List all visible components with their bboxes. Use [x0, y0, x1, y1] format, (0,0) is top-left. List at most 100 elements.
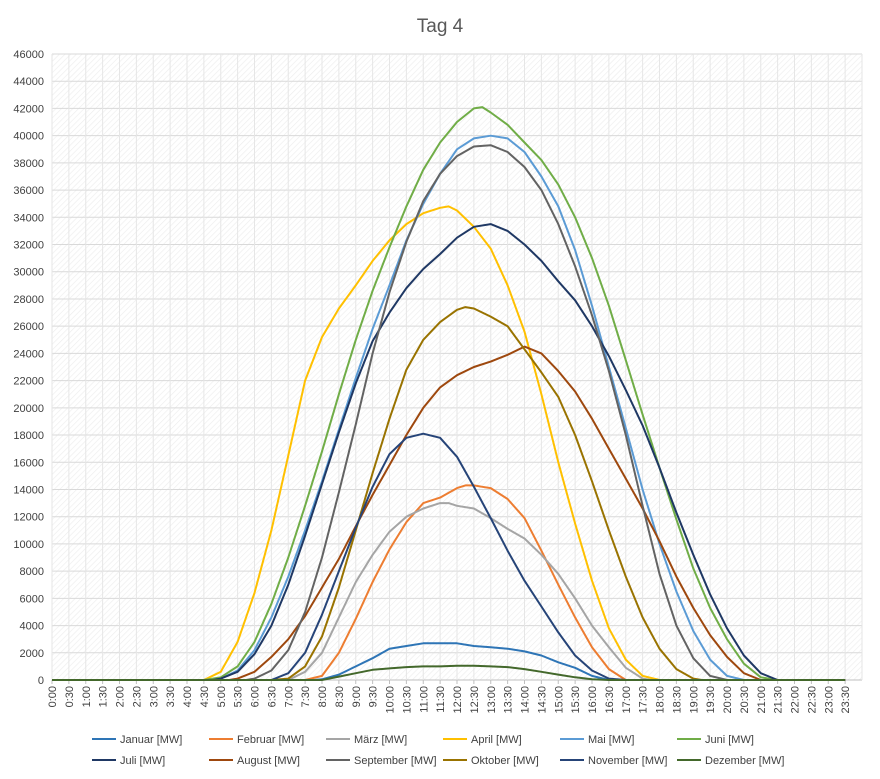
x-tick-label: 9:30	[368, 686, 380, 707]
y-tick-label: 14000	[13, 484, 44, 496]
series-line-9	[52, 306, 846, 681]
legend-label: Dezember [MW]	[705, 755, 784, 767]
chart-title: Tag 4	[417, 16, 464, 37]
y-tick-label: 20000	[13, 403, 44, 415]
x-tick-label: 14:00	[520, 686, 532, 714]
y-tick-label: 34000	[13, 212, 44, 224]
gridlines	[51, 53, 863, 681]
series-line-3	[52, 205, 846, 681]
y-tick-label: 24000	[13, 348, 44, 360]
x-tick-label: 7:00	[283, 686, 295, 707]
legend-label: April [MW]	[471, 734, 522, 746]
y-tick-label: 46000	[13, 49, 44, 61]
x-tick-label: 1:00	[81, 686, 93, 707]
legend-label: März [MW]	[354, 734, 407, 746]
x-tick-label: 2:30	[131, 686, 143, 707]
x-tick-label: 11:30	[435, 686, 447, 713]
x-tick-label: 16:30	[604, 686, 616, 714]
x-tick-label: 23:00	[823, 686, 835, 714]
x-tick-label: 20:00	[722, 686, 734, 714]
x-tick-label: 3:30	[165, 686, 177, 707]
x-tick-label: 22:30	[806, 686, 818, 714]
legend: Januar [MW] Februar [MW] März [MW] April [M…	[92, 734, 784, 767]
x-tick-label: 23:30	[840, 686, 852, 714]
x-tick-label: 15:00	[553, 686, 565, 714]
x-tick-label: 22:00	[790, 686, 802, 714]
x-tick-label: 6:30	[266, 686, 278, 707]
series-line-1	[52, 484, 846, 681]
y-tick-label: 40000	[13, 131, 44, 143]
legend-label: September [MW]	[354, 755, 437, 767]
x-tick-label: 19:00	[688, 686, 700, 714]
x-tick-label: 12:30	[469, 686, 481, 714]
y-tick-label: 42000	[13, 103, 44, 115]
y-tick-label: 26000	[13, 321, 44, 333]
y-tick-label: 8000	[20, 566, 44, 578]
x-tick-label: 7:30	[300, 686, 312, 707]
y-tick-label: 18000	[13, 430, 44, 442]
x-tick-label: 0:30	[64, 686, 76, 707]
x-tick-label: 3:00	[148, 686, 160, 707]
x-tick-label: 11:00	[418, 686, 430, 713]
y-tick-label: 32000	[13, 240, 44, 252]
x-tick-label: 21:30	[773, 686, 785, 714]
y-tick-label: 44000	[13, 76, 44, 88]
y-tick-label: 16000	[13, 457, 44, 469]
series-line-5	[52, 106, 846, 681]
x-tick-label: 21:00	[756, 686, 768, 714]
x-tick-label: 19:30	[705, 686, 717, 714]
y-tick-label: 12000	[13, 512, 44, 524]
x-tick-label: 0:00	[47, 686, 59, 707]
x-tick-label: 15:30	[570, 686, 582, 714]
x-tick-label: 5:30	[233, 686, 245, 707]
x-tick-label: 13:30	[503, 686, 515, 714]
legend-label: Mai [MW]	[588, 734, 634, 746]
x-tick-label: 13:00	[486, 686, 498, 714]
series-lines	[52, 106, 846, 681]
x-tick-label: 6:00	[250, 686, 262, 707]
series-line-11	[52, 664, 846, 681]
x-tick-label: 12:00	[452, 686, 464, 714]
legend-label: Juli [MW]	[120, 755, 165, 767]
x-tick-label: 10:00	[385, 686, 397, 714]
y-tick-label: 10000	[13, 539, 44, 551]
y-tick-label: 6000	[20, 593, 44, 605]
legend-label: November [MW]	[588, 755, 667, 767]
legend-label: Juni [MW]	[705, 734, 754, 746]
y-tick-label: 36000	[13, 185, 44, 197]
y-tick-label: 30000	[13, 267, 44, 279]
x-tick-label: 14:30	[536, 686, 548, 714]
series-line-0	[52, 642, 846, 681]
x-tick-label: 10:30	[401, 686, 413, 714]
x-tick-label: 1:30	[98, 686, 110, 707]
x-tick-label: 17:00	[621, 686, 633, 714]
legend-label: Januar [MW]	[120, 734, 182, 746]
y-tick-label: 38000	[13, 158, 44, 170]
series-line-6	[52, 223, 846, 681]
x-tick-label: 9:00	[351, 686, 363, 707]
x-tick-label: 5:00	[216, 686, 228, 707]
series-line-8	[52, 144, 846, 681]
legend-label: Februar [MW]	[237, 734, 304, 746]
x-tick-label: 20:30	[739, 686, 751, 714]
x-tick-label: 18:00	[655, 686, 667, 714]
legend-label: Oktober [MW]	[471, 755, 539, 767]
x-tick-label: 8:30	[334, 686, 346, 707]
series-line-10	[52, 432, 846, 681]
legend-label: August [MW]	[237, 755, 300, 767]
x-tick-label: 8:00	[317, 686, 329, 707]
x-tick-label: 4:30	[199, 686, 211, 707]
axes: 0 2000 4000 6000 8000 10000 12000 14000 16000 180…	[13, 49, 852, 714]
y-tick-label: 28000	[13, 294, 44, 306]
series-line-2	[52, 502, 846, 681]
y-tick-label: 22000	[13, 376, 44, 388]
x-tick-label: 16:00	[587, 686, 599, 714]
y-tick-label: 0	[38, 675, 44, 687]
x-tick-label: 2:00	[115, 686, 127, 707]
y-tick-label: 4000	[20, 621, 44, 633]
series-line-4	[52, 134, 846, 681]
x-tick-label: 18:30	[671, 686, 683, 714]
y-tick-label: 2000	[20, 648, 44, 660]
